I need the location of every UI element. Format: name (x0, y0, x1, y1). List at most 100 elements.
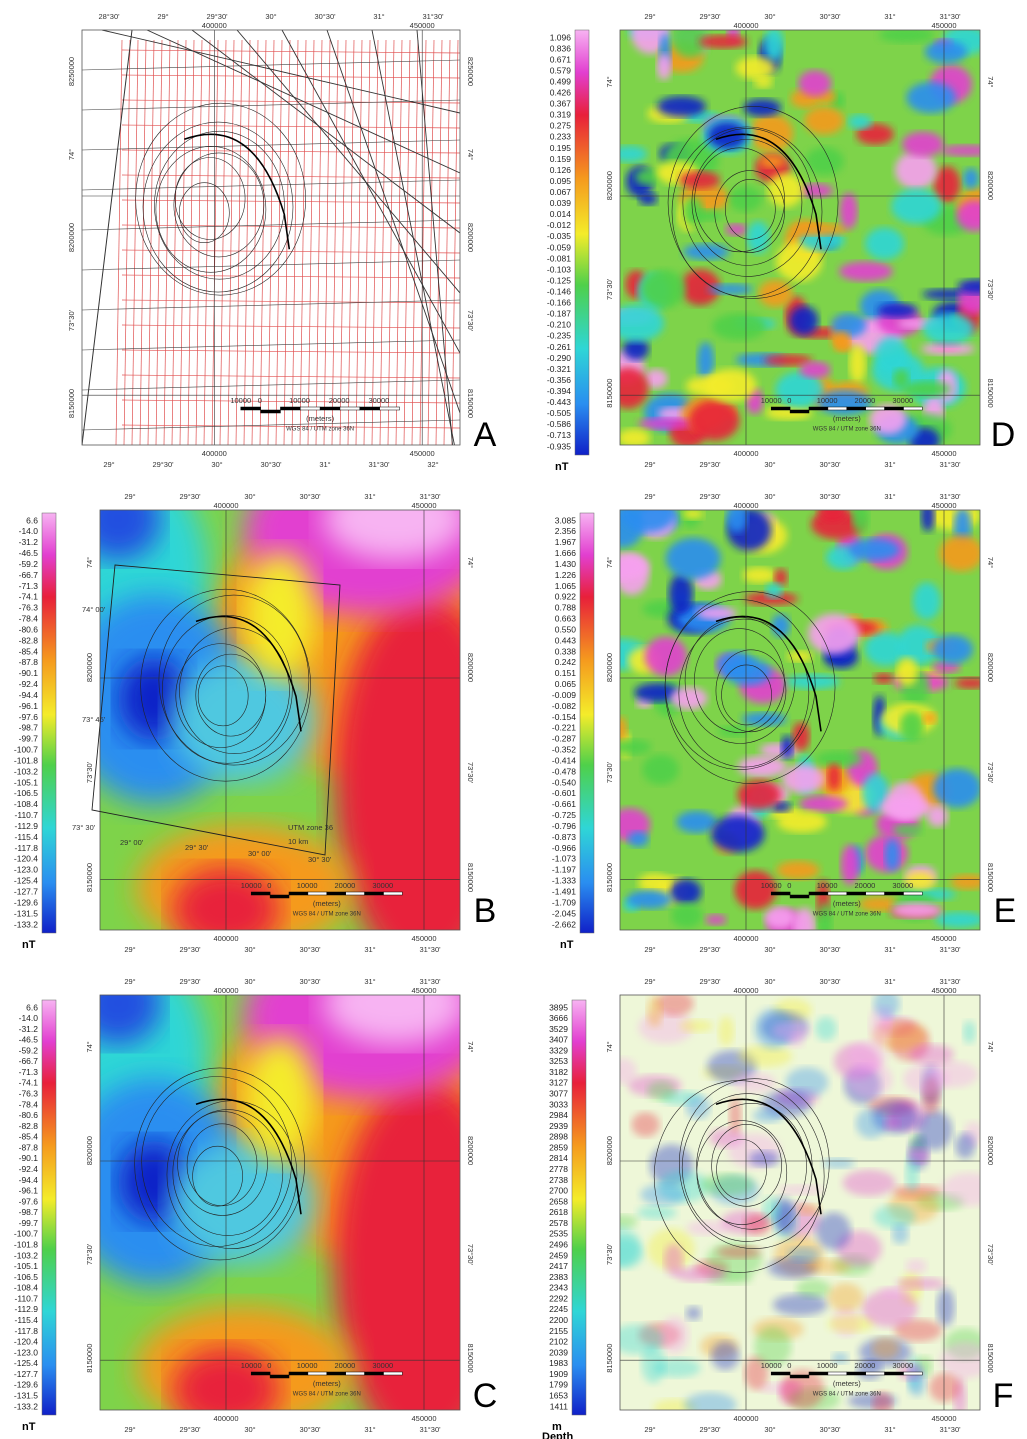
anomaly (956, 200, 980, 232)
anomaly (775, 371, 824, 408)
anomaly (905, 1258, 927, 1274)
lat-label: 8150000 (67, 389, 76, 418)
lon-label: 30°30' (819, 945, 841, 954)
anomaly (912, 582, 941, 621)
colorbar-label: 1.065 (555, 581, 577, 591)
colorbar-label: 1.967 (555, 537, 577, 547)
lon-label: 31°30' (939, 945, 961, 954)
scale-label: 20000 (335, 881, 356, 890)
colorbar-label: 0.242 (555, 657, 577, 667)
contour (678, 1078, 830, 1249)
tie-line (121, 149, 460, 154)
colorbar-label: -103.2 (14, 1250, 38, 1260)
anomaly (851, 510, 870, 532)
colorbar-label: -31.2 (19, 537, 39, 547)
lon-label: 30°30' (819, 12, 841, 21)
flight-line (339, 39, 347, 445)
colorbar-label: 1983 (549, 1358, 568, 1368)
contour (691, 139, 803, 266)
lat-label: 8200000 (986, 1136, 995, 1165)
scale-segment (280, 406, 301, 411)
contour (186, 1123, 258, 1207)
survey-line (416, 30, 453, 445)
colorbar-label: -0.187 (547, 309, 571, 319)
scale-label: 10000 (817, 881, 838, 890)
flight-line (283, 39, 291, 445)
contour (664, 591, 836, 784)
anomaly (798, 70, 832, 97)
anomaly (862, 773, 890, 812)
anomaly (929, 1372, 961, 1403)
utm-label: 400000 (733, 1414, 758, 1423)
anomaly (827, 1282, 864, 1312)
lon-label: 30°30' (819, 460, 841, 469)
map-frame (81, 29, 461, 446)
flight-line (355, 39, 363, 445)
colorbar-unit: m (552, 1421, 562, 1433)
projection: WGS 84 / UTM zone 36N (813, 912, 881, 918)
colorbar-label: 3666 (549, 1013, 568, 1023)
colorbar-unit: nT (555, 461, 569, 473)
colorbar-label: 2778 (549, 1164, 568, 1174)
anomaly (689, 400, 740, 441)
lon-label: 31°30' (939, 12, 961, 21)
anomaly (711, 815, 765, 853)
anomaly (323, 510, 460, 561)
anomaly (963, 167, 979, 189)
scale-segment (364, 891, 384, 896)
colorbar-label: 2459 (549, 1250, 568, 1260)
flight-line (147, 39, 155, 445)
lat-label: 8200000 (67, 223, 76, 252)
rim-fault (184, 133, 291, 250)
lat-label: 8150000 (466, 1344, 475, 1373)
lon-label: 29° (124, 1425, 135, 1434)
lon-label: 29°30' (179, 945, 201, 954)
anomaly (683, 243, 730, 260)
flight-line (451, 39, 459, 445)
colorbar-label: -108.4 (14, 1283, 38, 1293)
colorbar-label: 2859 (549, 1142, 568, 1152)
lat-label: 73°30' (67, 309, 76, 331)
anomaly (682, 510, 704, 520)
contour (725, 179, 776, 240)
anomaly (698, 34, 748, 49)
tie-line (121, 424, 460, 429)
scale-segment (269, 1374, 290, 1379)
lon-label: 30° (764, 977, 775, 986)
lat-label: 74° (605, 1041, 614, 1052)
lat-label: 8150000 (85, 863, 94, 892)
colorbar-label: 0.319 (550, 110, 572, 120)
lon-label: 29°30' (699, 12, 721, 21)
scale-unit: (meters) (833, 414, 861, 423)
contour (158, 594, 310, 766)
lat-label: 74° (466, 557, 475, 568)
anomaly (620, 1057, 638, 1085)
anomaly (620, 739, 652, 755)
map-frame (619, 29, 981, 446)
colorbar-label: -125.4 (14, 876, 38, 886)
anomaly (879, 1286, 913, 1298)
anomaly (777, 1184, 825, 1195)
inset-label: 29° 00' (120, 838, 144, 847)
anomaly (758, 279, 793, 308)
anomaly (705, 368, 757, 402)
scale-label: 0 (787, 881, 791, 890)
lon-label: 30° (764, 945, 775, 954)
utm-label: 450000 (931, 501, 956, 510)
scale-label: 20000 (855, 1361, 876, 1370)
map-panel: 10000 0 10000 20000 30000 (meters) WGS 84 / UT… (67, 12, 497, 469)
anomaly (781, 764, 825, 794)
lon-label: 30°30' (260, 460, 282, 469)
lon-label: 30°30' (299, 492, 321, 501)
colorbar-label: -0.125 (547, 275, 571, 285)
map-image (620, 30, 980, 445)
scale-segment (364, 1371, 384, 1376)
projection: WGS 84 / UTM zone 36N (293, 1392, 361, 1398)
anomaly (923, 313, 975, 345)
lon-label: 29° (124, 977, 135, 986)
colorbar-label: 3127 (549, 1078, 568, 1088)
anomaly (622, 337, 649, 361)
colorbar-label: 2898 (549, 1132, 568, 1142)
utm-label: 400000 (202, 449, 227, 458)
scale-segment (288, 891, 309, 896)
